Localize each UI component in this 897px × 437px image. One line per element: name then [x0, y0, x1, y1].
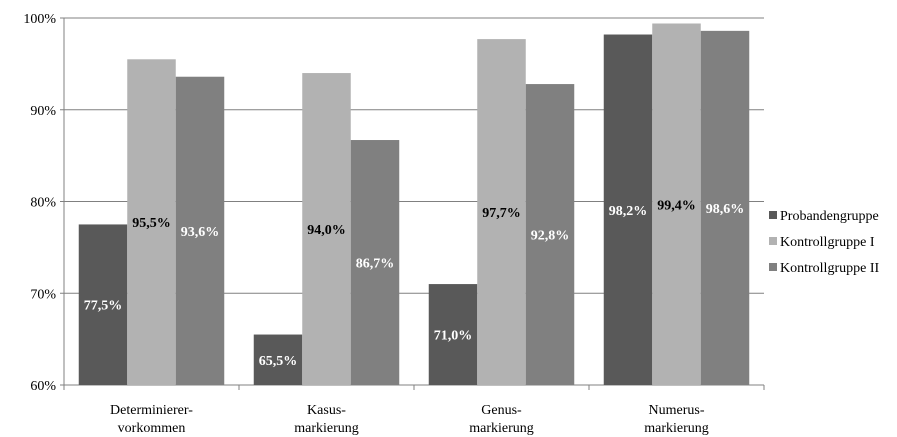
y-tick-label: 70%: [30, 287, 56, 302]
bar: [302, 73, 351, 386]
bar: [700, 30, 750, 385]
data-label: 86,7%: [356, 257, 395, 272]
bar: [175, 76, 225, 385]
bar: [78, 224, 128, 385]
y-tick-label: 60%: [30, 379, 56, 394]
data-label: 92,8%: [531, 229, 570, 244]
data-label: 65,5%: [259, 354, 298, 369]
bar: [428, 284, 478, 385]
data-label: 94,0%: [307, 223, 346, 238]
bar: [253, 334, 303, 385]
bar: [525, 84, 575, 385]
y-axis-ticks: 60% 70% 80% 90% 100%: [23, 12, 56, 394]
data-label: 93,6%: [181, 225, 220, 240]
data-label: 99,4%: [657, 198, 696, 213]
bar: [603, 34, 653, 385]
bar: [350, 140, 400, 385]
data-label: 77,5%: [84, 299, 123, 314]
data-label: 98,6%: [706, 202, 745, 217]
category-label: Numerus-markierung: [644, 403, 709, 436]
category-label: Genus-markierung: [469, 403, 534, 436]
bars: [78, 23, 750, 386]
data-label: 97,7%: [482, 206, 521, 221]
legend-swatch: [769, 211, 777, 219]
data-label: 98,2%: [609, 204, 648, 219]
y-tick-label: 90%: [30, 104, 56, 119]
category-label: Determinierer-vorkommen: [110, 403, 193, 436]
data-labels: 77,5% 95,5% 93,6% 65,5% 94,0% 86,7% 71,0% 97,7%…: [84, 198, 745, 369]
bar: [477, 39, 526, 385]
data-label: 95,5%: [132, 216, 171, 231]
legend-label: Kontrollgruppe II: [780, 261, 879, 276]
bar: [652, 23, 701, 385]
legend-label: Probandengruppe: [780, 209, 879, 224]
legend: Probandengruppe Kontrollgruppe I Kontrollg…: [769, 209, 879, 276]
legend-swatch: [769, 237, 777, 245]
data-label: 71,0%: [434, 329, 473, 344]
y-tick-label: 100%: [23, 12, 56, 27]
x-axis: Determinierer-vorkommen Kasus-markierung G…: [63, 385, 765, 436]
category-label: Kasus-markierung: [294, 403, 359, 436]
legend-swatch: [769, 263, 777, 271]
legend-label: Kontrollgruppe I: [780, 235, 875, 250]
bar: [127, 59, 176, 385]
y-tick-label: 80%: [30, 196, 56, 211]
